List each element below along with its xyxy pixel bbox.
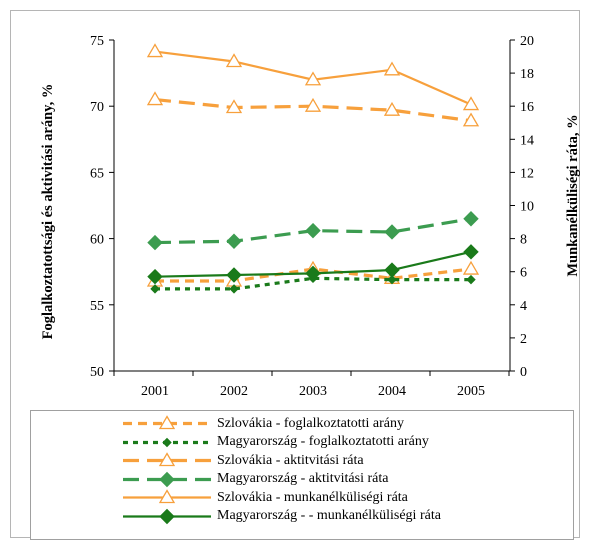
data-point [226,267,242,283]
data-point [146,43,164,58]
y-tick-label-left: 75 [90,34,104,49]
data-point [383,61,401,76]
legend-entry: Magyarország - aktitvitási ráta [121,471,388,488]
y-tick-label-right: 20 [520,34,534,49]
legend-marker [159,508,175,524]
legend-swatch [123,471,211,487]
y-tick-label-right: 2 [520,332,527,347]
data-point [226,233,242,249]
data-point [384,224,400,240]
legend-entry: Szlovákia - foglalkoztatotti arány [121,415,404,432]
legend-swatch [123,452,211,467]
y-tick-label-right: 6 [520,266,527,281]
legend-label: Magyarország - foglalkoztatotti arány [217,434,429,449]
y-tick-label-left: 65 [90,166,104,181]
data-point [304,71,322,86]
series-group [147,244,479,285]
y-tick-label-left: 50 [90,365,104,380]
series-group [147,211,479,251]
legend-entry: Szlovákia - aktitvitási ráta [121,452,364,469]
y-tick-label-right: 16 [520,100,534,115]
legend-label: Magyarország - aktitvitási ráta [217,471,389,486]
y-tick-label-right: 10 [520,200,534,215]
legend-marker [158,415,176,430]
series-group [146,91,480,127]
chart-plot: 50 55 60 65 70 75 0 2 4 6 8 10 12 14 16 18 20 2001 2002 200… [40,34,581,399]
data-point [146,91,164,106]
data-point [147,268,163,285]
data-point [150,284,160,294]
legend-marker [158,489,176,504]
x-tick-label: 2001 [141,384,169,399]
legend-swatch [123,508,211,524]
data-point [384,262,400,278]
legend-swatch [123,437,211,447]
x-tick-label: 2002 [220,384,248,399]
legend-entry: Magyarország - - munkanélküliségi ráta [121,508,441,525]
data-point [462,260,480,275]
data-point [383,101,401,116]
legend-swatch [123,415,211,430]
data-point [462,112,480,127]
data-point [462,96,480,111]
legend-marker [159,471,175,487]
legend-entry: Szlovákia - munkanélküliségi ráta [121,489,408,506]
data-point [304,97,322,112]
data-point [225,53,243,68]
legend-marker [162,437,172,447]
data-point [305,265,321,282]
data-point [463,244,479,260]
y-tick-label-right: 0 [520,365,527,380]
x-tick-label: 2004 [378,384,406,399]
y-tick-label-left: 70 [90,100,104,115]
x-tick-label: 2003 [299,384,327,399]
data-point [387,274,397,285]
legend-entry: Magyarország - foglalkoztatotti arány [121,434,429,451]
legend-label: Szlovákia - munkanélküliségi ráta [217,489,408,505]
data-point [229,284,239,294]
chart-legend: Szlovákia - foglalkoztatotti arány Magyar… [30,410,574,540]
y-tick-label-right: 14 [520,133,534,148]
series-group [146,43,480,111]
data-point [147,234,163,251]
y-tick-label-right: 8 [520,233,527,248]
data-point [305,222,321,239]
x-tick-label: 2005 [457,384,485,399]
y-tick-label-right: 4 [520,299,527,314]
legend-label: Magyarország - - munkanélküliségi ráta [217,508,441,523]
data-point [463,211,479,227]
legend-swatch [123,489,211,504]
y-tick-label-left: 55 [90,299,104,314]
y-tick-label-left: 60 [90,233,104,248]
y-tick-label-right: 18 [520,67,534,82]
legend-marker [158,452,176,467]
y-axis-title-left: Foglalkoztatottsági és aktivitási arány,… [40,84,56,340]
legend-label: Szlovákia - aktitvitási ráta [217,452,364,468]
data-point [466,274,476,285]
series-line [155,276,471,291]
y-axis-title-right: Munkanélküliségi ráta, % [565,114,581,276]
legend-label: Szlovákia - foglalkoztatotti arány [217,415,404,431]
data-point [225,99,243,114]
y-tick-label-right: 12 [520,166,534,181]
